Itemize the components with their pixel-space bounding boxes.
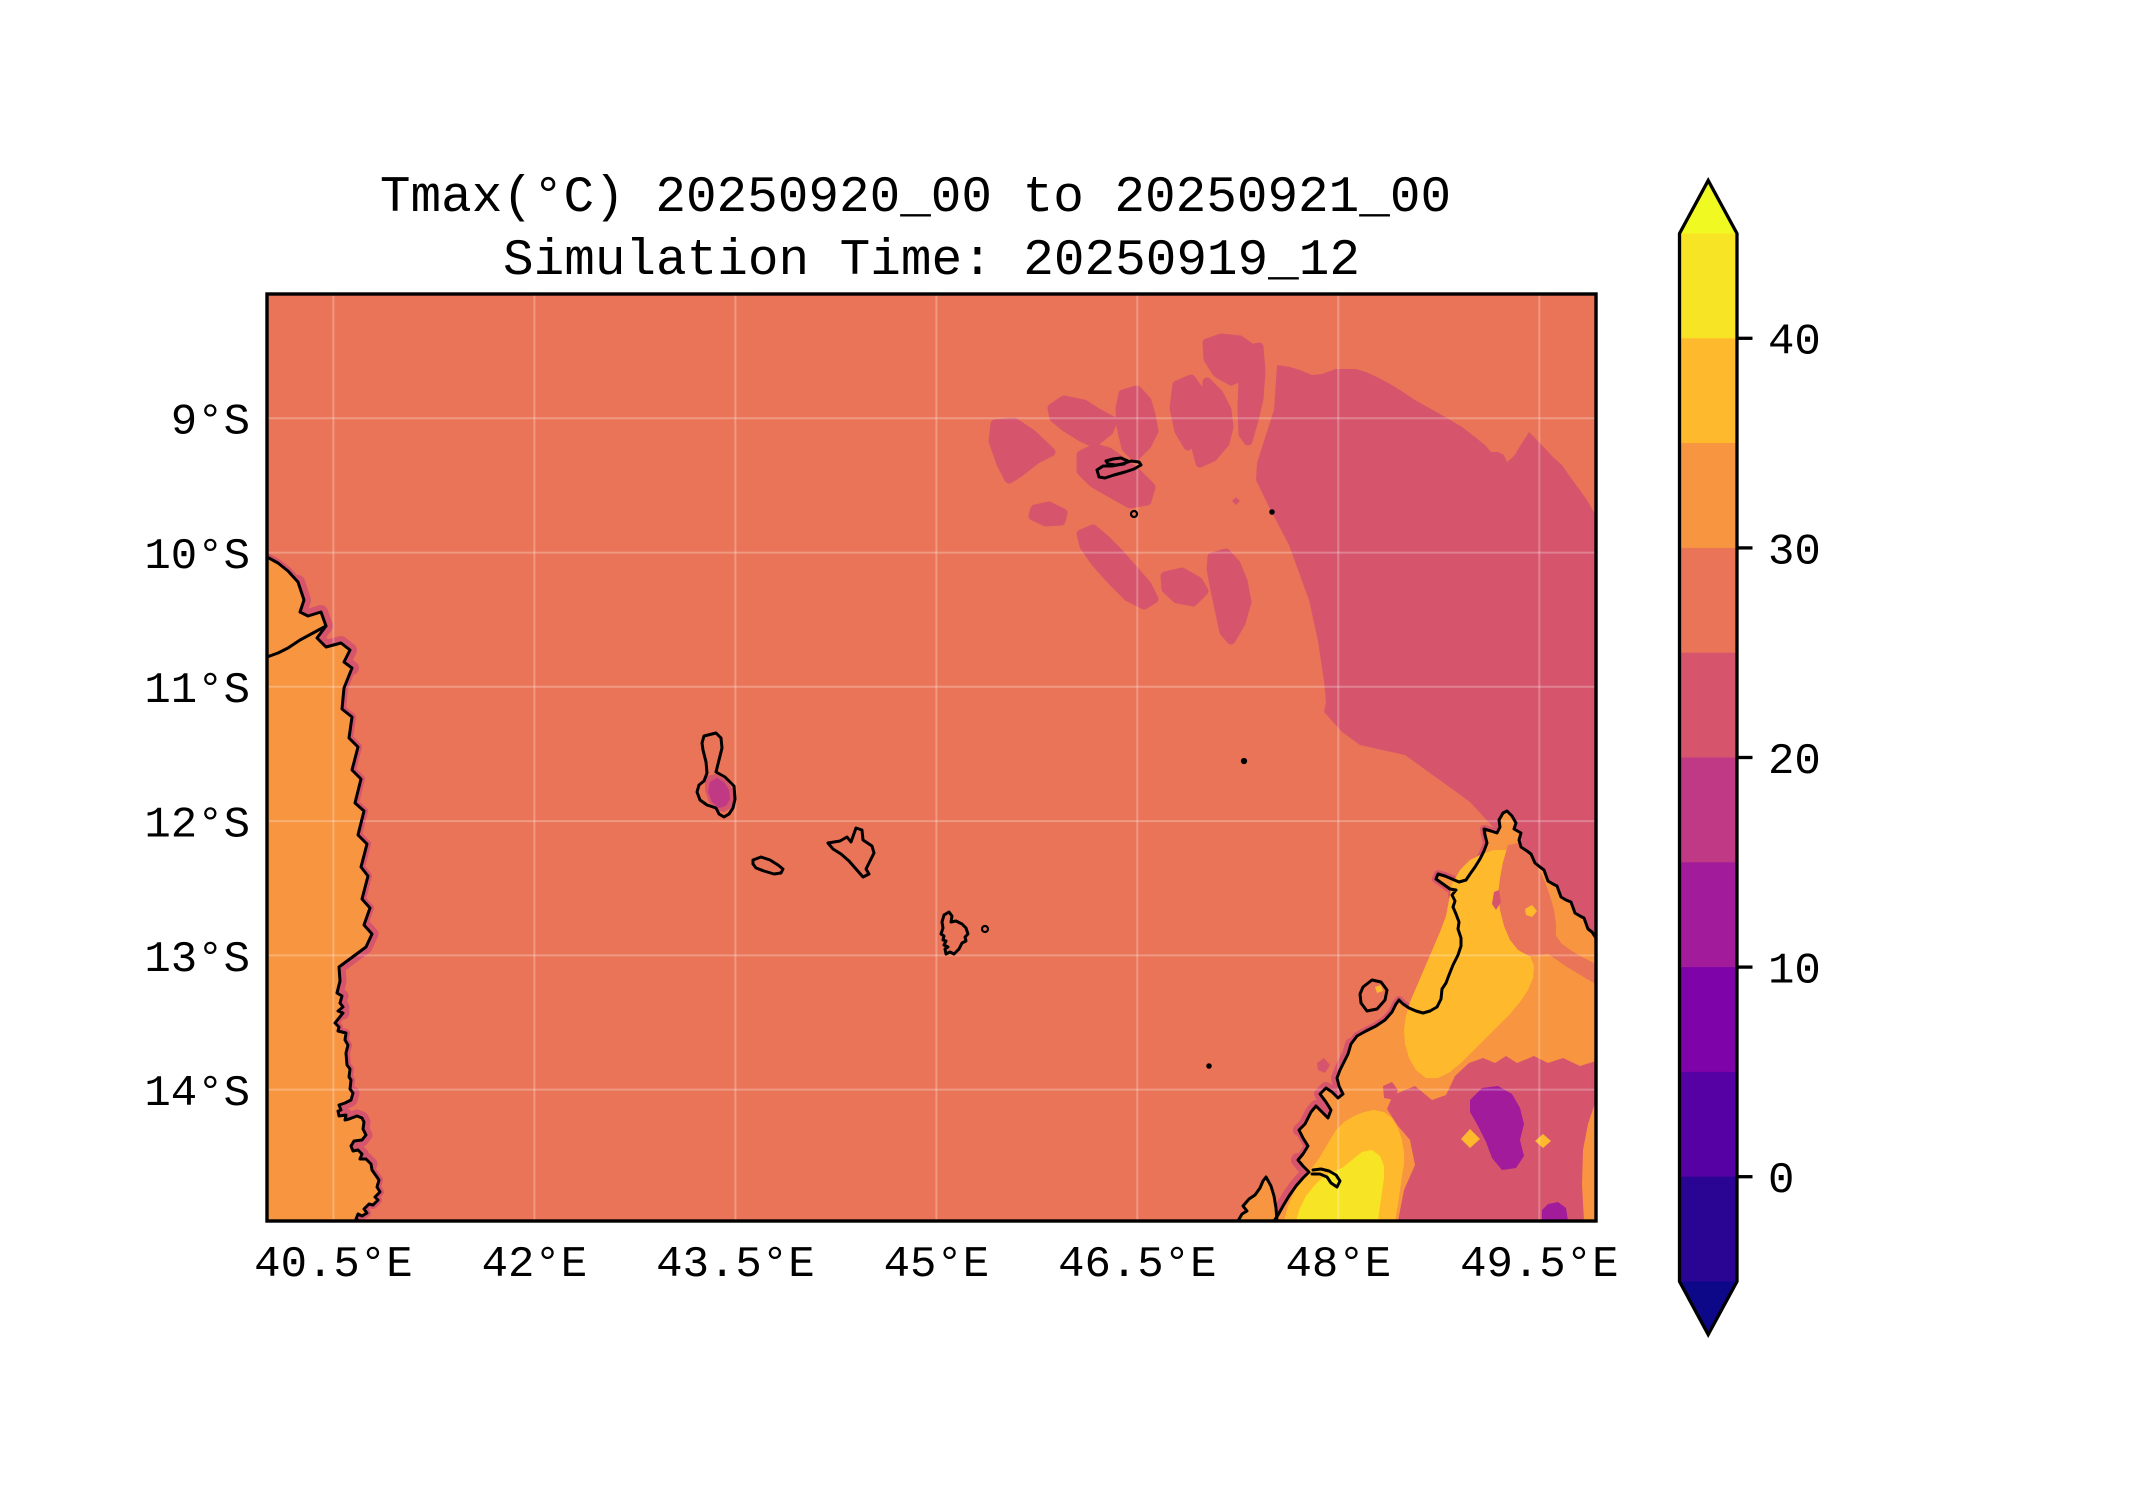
svg-text:12°S: 12°S xyxy=(144,801,250,851)
svg-text:10: 10 xyxy=(1768,947,1821,997)
svg-text:Tmax(°C) 20250920_00 to 202509: Tmax(°C) 20250920_00 to 20250921_00 xyxy=(380,170,1451,227)
svg-text:42°E: 42°E xyxy=(482,1240,588,1290)
svg-text:14°S: 14°S xyxy=(144,1069,250,1119)
svg-text:40.5°E: 40.5°E xyxy=(254,1240,412,1290)
svg-text:10°S: 10°S xyxy=(144,532,250,582)
svg-text:49.5°E: 49.5°E xyxy=(1460,1240,1618,1290)
svg-text:20: 20 xyxy=(1768,737,1821,787)
svg-text:0: 0 xyxy=(1768,1156,1794,1206)
svg-text:48°E: 48°E xyxy=(1285,1240,1391,1290)
svg-text:43.5°E: 43.5°E xyxy=(656,1240,814,1290)
svg-text:13°S: 13°S xyxy=(144,935,250,985)
svg-text:30: 30 xyxy=(1768,527,1821,577)
svg-text:46.5°E: 46.5°E xyxy=(1058,1240,1216,1290)
svg-text:9°S: 9°S xyxy=(171,398,250,448)
svg-text:Simulation Time: 20250919_12: Simulation Time: 20250919_12 xyxy=(503,233,1360,290)
svg-text:40: 40 xyxy=(1768,318,1821,368)
svg-text:45°E: 45°E xyxy=(884,1240,990,1290)
svg-text:11°S: 11°S xyxy=(144,666,250,716)
